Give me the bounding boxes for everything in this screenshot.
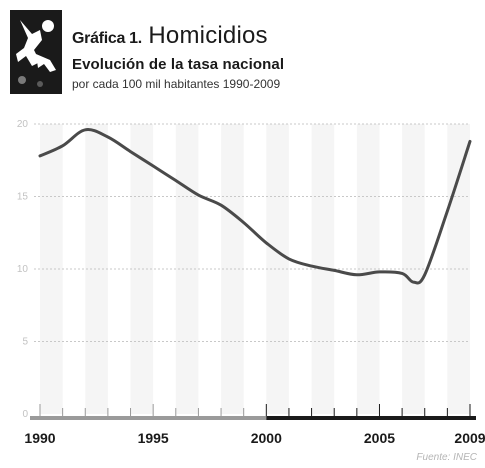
background-band <box>266 124 289 414</box>
x-tick-label: 2005 <box>364 430 395 446</box>
series-line <box>38 128 472 285</box>
background-band <box>221 124 244 414</box>
y-tick-label: 20 <box>17 119 29 130</box>
homicide-figure-icon <box>10 10 62 94</box>
background-band <box>402 124 425 414</box>
y-tick-label: 10 <box>17 264 29 275</box>
chart-subtitle: Evolución de la tasa nacional <box>72 56 285 73</box>
x-tick-label: 1990 <box>24 430 55 446</box>
chart-caption: por cada 100 mil habitantes 1990-2009 <box>72 77 281 91</box>
x-tick-label: 2009 <box>454 430 485 446</box>
x-tick-label: 1995 <box>138 430 169 446</box>
y-tick-label: 0 <box>22 409 28 420</box>
source-note: Fuente: INEC <box>416 452 477 463</box>
x-tick-label: 2000 <box>251 430 282 446</box>
background-band <box>130 124 154 414</box>
y-tick-label: 15 <box>17 192 29 203</box>
axis-bar-light <box>30 416 267 420</box>
chart-title: Gráfica 1. Homicidios <box>72 22 268 50</box>
chart-title-prefix: Gráfica 1. <box>72 30 142 47</box>
y-tick-label: 5 <box>22 337 28 348</box>
background-band <box>85 124 108 414</box>
background-band <box>356 124 380 414</box>
chart-title-main: Homicidios <box>148 22 268 49</box>
axis-bar-dark <box>266 416 476 420</box>
